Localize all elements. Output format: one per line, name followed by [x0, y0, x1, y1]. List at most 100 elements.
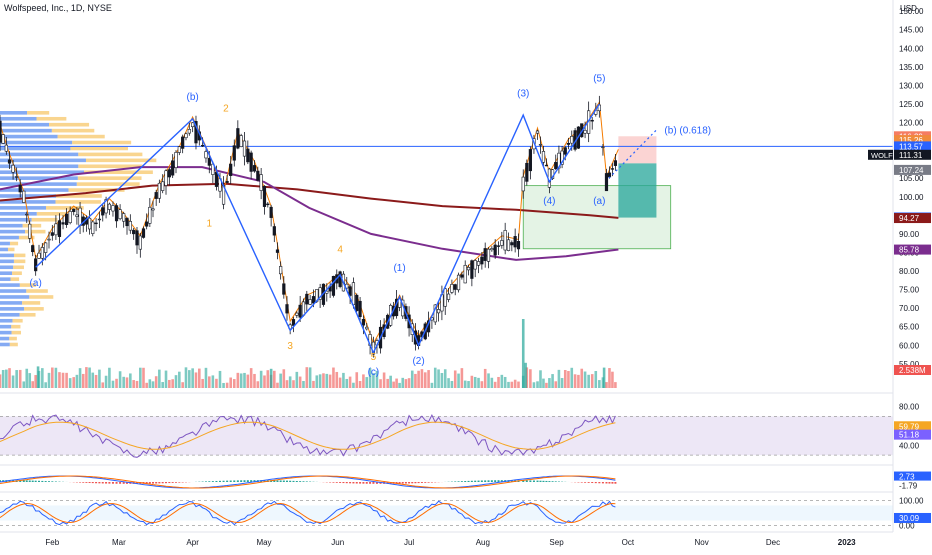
volume-bar [65, 373, 68, 388]
macd-histogram-bar [402, 482, 404, 484]
volume-bar [431, 383, 434, 388]
profile-bar-buy [0, 242, 10, 246]
macd-histogram-bar [165, 482, 167, 483]
macd-histogram-bar [581, 482, 583, 483]
candle-body [454, 285, 457, 290]
candle-body [487, 249, 490, 261]
candle-body [517, 241, 520, 249]
volume-bar [421, 369, 424, 388]
macd-histogram-bar [306, 481, 308, 482]
volume-bar [352, 383, 355, 388]
profile-bar-sell [14, 260, 25, 264]
candle-body [365, 327, 368, 329]
volume-bar [62, 373, 65, 388]
volume-bar [126, 377, 129, 388]
projection-box-teal [618, 163, 656, 217]
macd-histogram-bar [51, 481, 53, 482]
candle-body [115, 206, 118, 221]
volume-bar [611, 372, 614, 388]
volume-spike-bar [37, 366, 40, 388]
profile-bar-sell [27, 111, 49, 115]
wave-label-blue: (1) [393, 263, 405, 274]
macd-histogram-bar [602, 482, 604, 483]
candle-body [44, 243, 47, 253]
candle-body [276, 250, 279, 253]
candle-body [501, 240, 504, 245]
candle-body [302, 302, 305, 315]
profile-bar-buy [0, 325, 11, 329]
volume-bar [561, 378, 564, 388]
volume-bar [477, 378, 480, 388]
volume-bar [325, 374, 328, 388]
volume-bar [260, 371, 263, 388]
macd-histogram-bar [233, 480, 235, 482]
profile-bar-buy [0, 331, 12, 335]
profile-bar-buy [0, 283, 20, 287]
volume-bar [349, 377, 352, 388]
profile-bar-buy [0, 301, 22, 305]
volume-bar [389, 376, 392, 388]
volume-spike-bar [270, 369, 273, 388]
time-tick-label: Apr [186, 538, 199, 547]
macd-histogram-bar [205, 481, 207, 482]
macd-histogram-bar [92, 482, 94, 483]
volume-bar [44, 382, 47, 388]
volume-bar [564, 370, 567, 388]
candle-body [545, 165, 548, 166]
volume-bar [511, 382, 514, 388]
candle-body [229, 164, 232, 176]
macd-panel [0, 476, 616, 488]
macd-histogram-bar [588, 482, 590, 483]
price-tick-label: 80.00 [899, 267, 920, 276]
macd-histogram-bar [498, 480, 500, 482]
volume-bar [208, 376, 211, 388]
volume-bar [379, 379, 382, 388]
volume-bar [342, 373, 345, 388]
profile-bar-sell [24, 307, 44, 311]
volume-bar [82, 374, 85, 388]
volume-bar [577, 375, 580, 388]
volume-bar [212, 375, 215, 388]
macd-histogram-bar [102, 482, 104, 483]
macd-histogram-bar [369, 482, 371, 484]
profile-bar-buy [0, 248, 8, 252]
volume-bar [401, 378, 404, 388]
volume-bar [22, 381, 25, 388]
volume-bar [142, 368, 145, 388]
price-tick-label: 70.00 [899, 304, 920, 313]
volume-bar [487, 373, 490, 388]
profile-bar-sell [10, 343, 18, 347]
profile-bar-sell [8, 248, 15, 252]
volume-bar [51, 368, 54, 388]
volume-bar [101, 382, 104, 388]
macd-histogram-bar [152, 482, 154, 484]
macd-histogram-bar [533, 481, 535, 482]
volume-bar [72, 377, 75, 388]
macd-histogram-bar [158, 482, 160, 483]
volume-bar [12, 375, 15, 388]
volume-bar [574, 374, 577, 388]
macd-histogram-bar [283, 481, 285, 482]
volume-bar [491, 378, 494, 388]
time-tick-label: Sep [549, 538, 564, 547]
candle-body [539, 144, 542, 145]
macd-histogram-bar [289, 481, 291, 482]
macd-histogram-bar [38, 481, 40, 482]
volume-bar [411, 371, 414, 388]
candle-body [614, 161, 617, 166]
candle-body [69, 211, 72, 222]
candle-body [481, 257, 484, 264]
candle-body [611, 169, 614, 170]
volume-bar [355, 372, 358, 388]
volume-bar [558, 370, 561, 388]
price-axis: USD150.00145.00140.00135.00130.00125.001… [868, 0, 932, 550]
volume-bar [158, 370, 161, 388]
macd-histogram-bar [226, 481, 228, 482]
candle-body [292, 319, 295, 325]
volume-bar [335, 372, 338, 388]
profile-bar-sell [9, 337, 17, 341]
candle-body [243, 141, 246, 156]
candle-body [474, 260, 477, 269]
